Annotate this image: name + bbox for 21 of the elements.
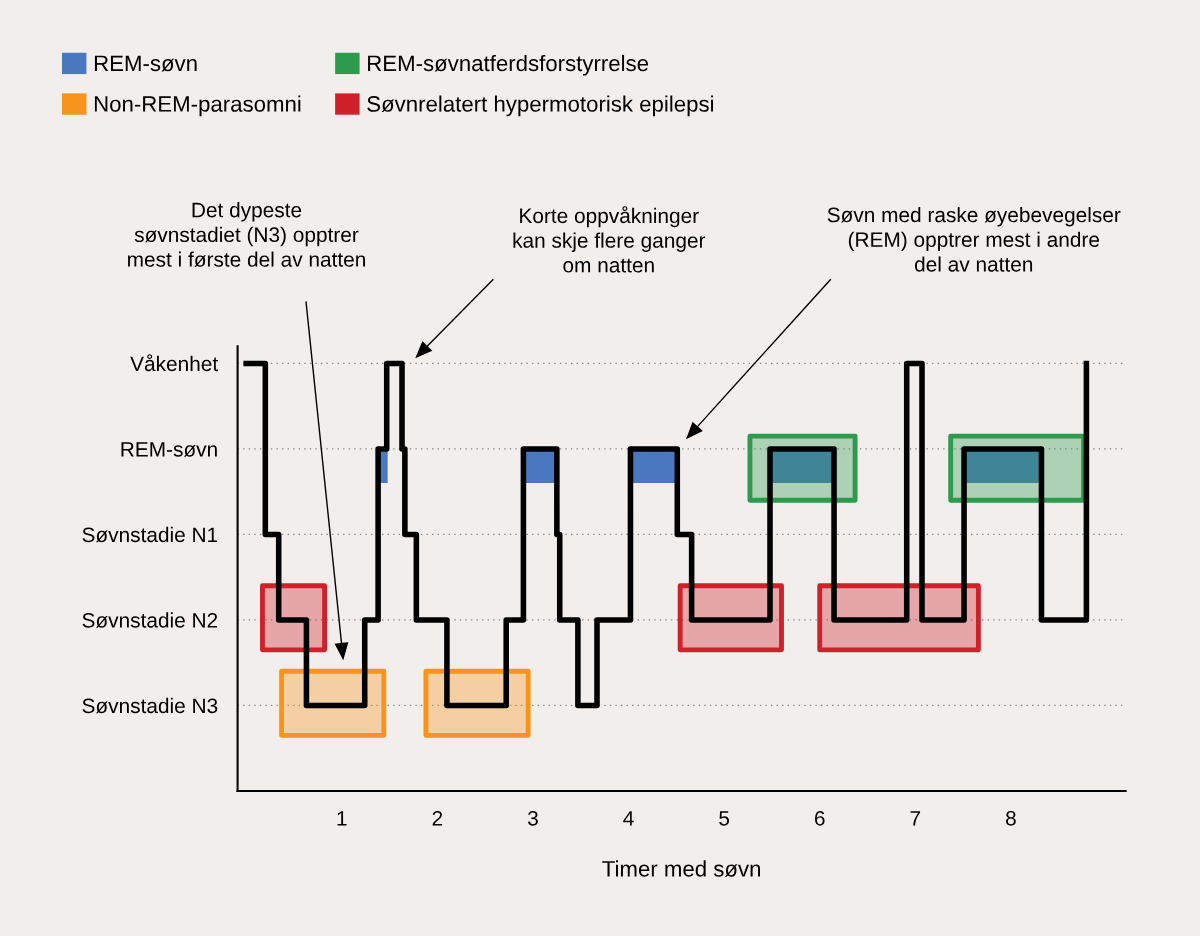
category-label: Søvnstadie N3	[82, 697, 218, 714]
text: Søvn med raske øyebevegelser (REM) opptrer mest i andre del av natten	[827, 206, 1121, 272]
category-label: Søvnstadie N2	[82, 612, 218, 628]
x-tick-label: 2	[432, 810, 443, 826]
x-tick-label: 7	[910, 811, 921, 826]
x-tick-label: 4	[623, 811, 634, 826]
x-tick-label: 3	[527, 810, 538, 826]
legend-label: Søvnrelatert hypermotorisk epilepsi	[367, 95, 714, 117]
x-tick-label: 5	[719, 811, 730, 826]
legend-label: Non-REM-parasomni	[94, 95, 301, 117]
x-tick-label: 1	[337, 811, 347, 826]
x-axis-title: Timer med søvn	[602, 860, 760, 877]
category-label: Søvnstadie N1	[82, 526, 218, 543]
text: Korte oppvåkninger kan skje flere ganger om natten	[513, 206, 706, 273]
legend-label: REM-søvn	[94, 55, 197, 72]
category-label: Våkenhet	[130, 354, 219, 372]
x-tick-label: 8	[1006, 810, 1016, 826]
x-tick-label: 6	[814, 810, 825, 826]
category-label: REM-søvn	[121, 442, 217, 457]
text: Det dypeste søvnstadiet (N3) opptrer mest i første del av natten	[128, 202, 365, 267]
legend-label: REM-søvnatferdsforstyrrelse	[368, 54, 649, 76]
